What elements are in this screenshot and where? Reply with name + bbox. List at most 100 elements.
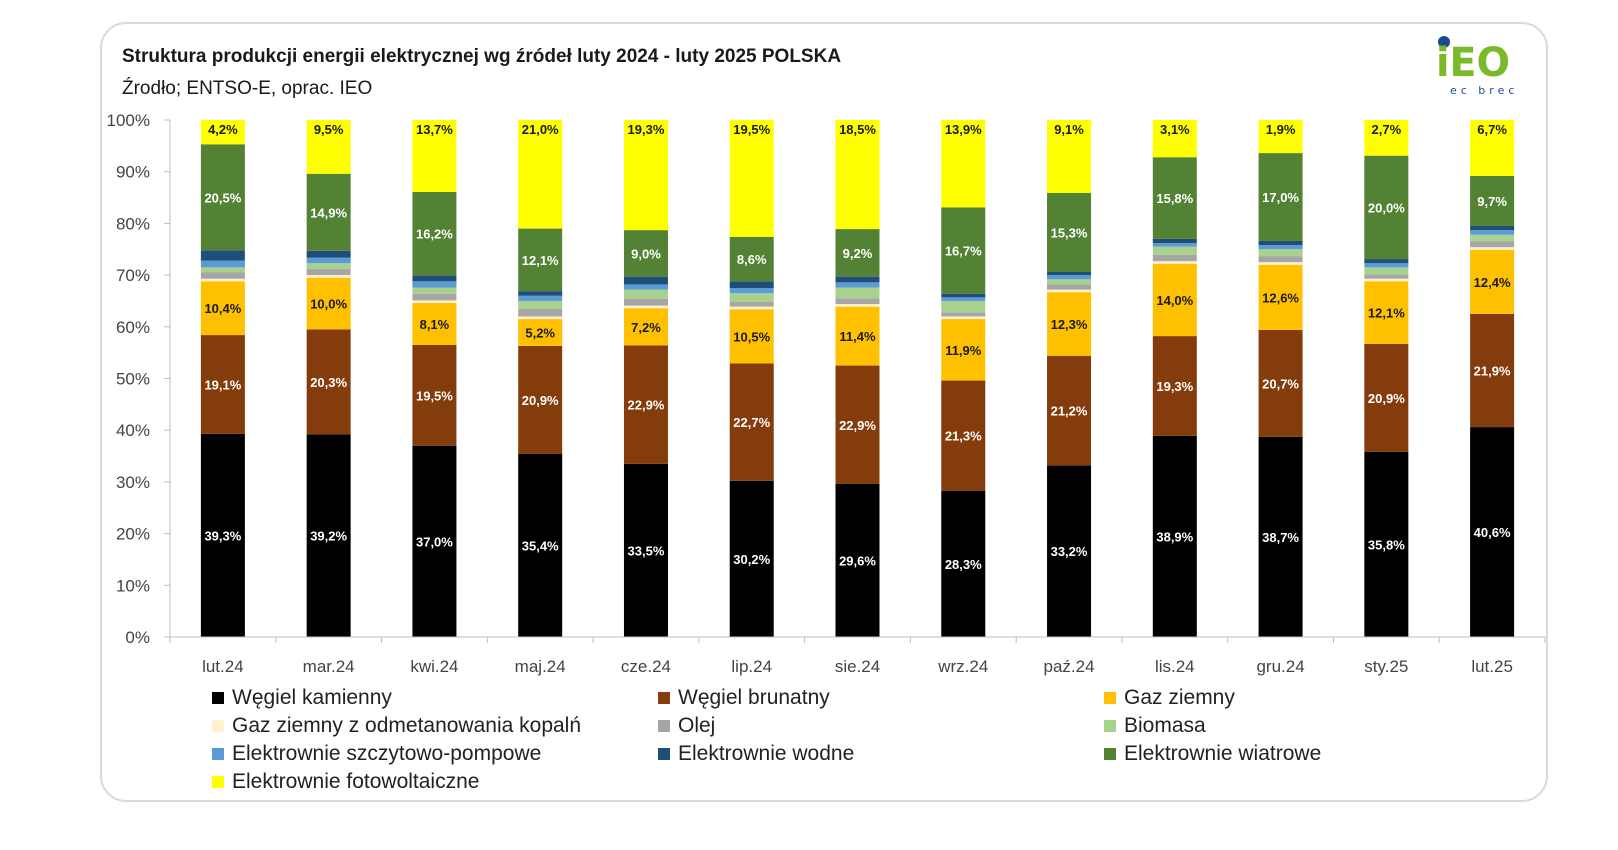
bar-segment xyxy=(1047,289,1092,293)
data-label: 12,3% xyxy=(1051,317,1088,332)
bar-segment xyxy=(835,306,880,366)
bar-segment xyxy=(306,268,351,276)
bar-segment xyxy=(1152,238,1197,244)
bar-segment xyxy=(1258,329,1303,437)
data-label: 21,0% xyxy=(522,122,559,137)
data-label: 20,9% xyxy=(522,393,559,408)
legend-label: Gaz ziemny z odmetanowania kopalń xyxy=(232,714,582,737)
bar-segment xyxy=(518,291,563,296)
bar-segment xyxy=(729,120,774,237)
data-label: 7,2% xyxy=(631,320,661,335)
bar-segment xyxy=(412,293,457,301)
y-tick-label: 50% xyxy=(116,370,150,389)
data-label: 33,5% xyxy=(628,543,665,558)
x-tick-label: gru.24 xyxy=(1256,657,1304,676)
data-label: 9,7% xyxy=(1477,194,1507,209)
data-label: 29,6% xyxy=(839,553,876,568)
bar-segment xyxy=(200,267,245,273)
y-tick-label: 100% xyxy=(107,111,150,130)
x-tick-label: lis.24 xyxy=(1155,657,1195,676)
y-tick-label: 0% xyxy=(125,628,150,647)
chart-subtitle: Źrodło; ENTSO-E, oprac. IEO xyxy=(122,78,373,99)
legend-item: Biomasa xyxy=(1104,714,1206,738)
bar-segment xyxy=(518,316,563,320)
bar-segment xyxy=(1364,343,1409,452)
bar-segment xyxy=(1258,153,1303,241)
bar-segment xyxy=(1047,465,1092,637)
bar-segment xyxy=(941,312,986,317)
bar-segment xyxy=(835,365,880,484)
bar-segment xyxy=(1258,264,1303,330)
bar-segment xyxy=(200,272,245,279)
bar-segment xyxy=(306,257,351,264)
x-tick-label: sie.24 xyxy=(835,657,880,676)
legend-label: Węgiel kamienny xyxy=(232,686,392,709)
legend-swatch xyxy=(1104,692,1116,704)
bar-segment xyxy=(1470,225,1515,231)
bar-segment xyxy=(1364,259,1409,264)
bar-segment xyxy=(412,275,457,282)
bar-segment xyxy=(412,191,457,276)
data-label: 11,9% xyxy=(945,343,982,358)
data-label: 37,0% xyxy=(416,534,453,549)
legend-swatch xyxy=(212,692,224,704)
y-axis: 0% 10% 20% 30% 40% 50% 60% 70% 80% 90% 100% xyxy=(107,111,171,647)
data-label: 1,9% xyxy=(1266,122,1296,137)
data-label: 33,2% xyxy=(1051,544,1088,559)
bar-segment xyxy=(200,120,245,145)
bar-segment xyxy=(306,277,351,330)
bar-segment xyxy=(941,380,986,491)
legend-item: Elektrownie wodne xyxy=(658,742,854,766)
data-label: 38,9% xyxy=(1156,529,1193,544)
bar-segment xyxy=(200,260,245,268)
bar-segment xyxy=(729,293,774,302)
legend-label: Węgiel brunatny xyxy=(678,686,830,709)
legend-label: Elektrownie fotowoltaiczne xyxy=(232,770,480,793)
bar-segment xyxy=(1364,120,1409,156)
x-tick-label: paź.24 xyxy=(1044,657,1095,676)
bar-segment xyxy=(941,120,986,208)
bar-segment xyxy=(729,288,774,294)
bar-segment xyxy=(518,295,563,301)
bar-segment xyxy=(1364,274,1409,279)
bar-segment xyxy=(1364,263,1409,268)
y-tick-label: 20% xyxy=(116,525,150,544)
bar-segment xyxy=(835,304,880,307)
x-tick-label: lip.24 xyxy=(731,657,772,676)
data-label: 6,7% xyxy=(1477,122,1507,137)
bar-segment xyxy=(1364,281,1409,344)
data-label: 20,5% xyxy=(204,190,241,205)
bar-segment xyxy=(306,120,351,174)
bar-segment xyxy=(1152,261,1197,264)
bar-segment xyxy=(200,144,245,251)
data-label: 9,5% xyxy=(314,122,344,137)
data-label: 17,0% xyxy=(1262,190,1299,205)
data-label: 40,6% xyxy=(1474,525,1511,540)
data-label: 19,3% xyxy=(1156,379,1193,394)
bar-segment xyxy=(1470,234,1515,242)
data-label: 21,2% xyxy=(1051,404,1088,419)
bar-segment xyxy=(1047,292,1092,356)
legend-swatch xyxy=(212,720,224,732)
legend-swatch xyxy=(658,748,670,760)
bars xyxy=(200,120,1515,637)
bar-segment xyxy=(1364,278,1409,282)
legend-item: Elektrownie wiatrowe xyxy=(1104,742,1321,766)
data-label: 19,3% xyxy=(628,122,665,137)
legend-label: Elektrownie wodne xyxy=(678,742,855,765)
bar-segment xyxy=(623,230,668,277)
data-label: 21,9% xyxy=(1474,363,1511,378)
chart-title: Struktura produkcji energii elektrycznej… xyxy=(122,46,842,67)
legend-swatch xyxy=(1104,720,1116,732)
legend-item: Elektrownie fotowoltaiczne xyxy=(212,770,479,794)
bar-segment xyxy=(1152,254,1197,262)
bar-segment xyxy=(623,289,668,299)
data-label: 19,5% xyxy=(416,388,453,403)
data-label: 11,4% xyxy=(839,329,876,344)
bar-segment xyxy=(1364,155,1409,260)
bar-segment xyxy=(518,319,563,346)
bar-segment xyxy=(1470,175,1515,226)
data-label: 38,7% xyxy=(1262,530,1299,545)
bar-segment xyxy=(835,276,880,283)
data-label: 30,2% xyxy=(733,552,770,567)
